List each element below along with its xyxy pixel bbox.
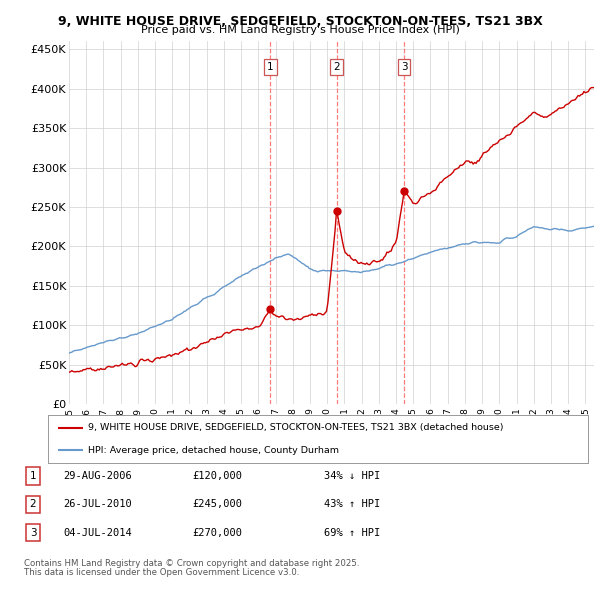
Text: £120,000: £120,000 [192, 471, 242, 481]
Text: 04-JUL-2014: 04-JUL-2014 [63, 528, 132, 537]
Text: 1: 1 [267, 62, 274, 72]
Text: 3: 3 [29, 528, 37, 537]
Text: 2: 2 [29, 500, 37, 509]
Text: Contains HM Land Registry data © Crown copyright and database right 2025.: Contains HM Land Registry data © Crown c… [24, 559, 359, 568]
Text: This data is licensed under the Open Government Licence v3.0.: This data is licensed under the Open Gov… [24, 568, 299, 577]
Text: Price paid vs. HM Land Registry's House Price Index (HPI): Price paid vs. HM Land Registry's House … [140, 25, 460, 35]
Text: 69% ↑ HPI: 69% ↑ HPI [324, 528, 380, 537]
Text: 9, WHITE HOUSE DRIVE, SEDGEFIELD, STOCKTON-ON-TEES, TS21 3BX (detached house): 9, WHITE HOUSE DRIVE, SEDGEFIELD, STOCKT… [89, 424, 504, 432]
Text: 3: 3 [401, 62, 407, 72]
Text: 29-AUG-2006: 29-AUG-2006 [63, 471, 132, 481]
Text: 43% ↑ HPI: 43% ↑ HPI [324, 500, 380, 509]
Text: £245,000: £245,000 [192, 500, 242, 509]
Text: 26-JUL-2010: 26-JUL-2010 [63, 500, 132, 509]
Text: 1: 1 [29, 471, 37, 481]
Text: 34% ↓ HPI: 34% ↓ HPI [324, 471, 380, 481]
Text: HPI: Average price, detached house, County Durham: HPI: Average price, detached house, Coun… [89, 445, 340, 454]
Text: £270,000: £270,000 [192, 528, 242, 537]
Text: 9, WHITE HOUSE DRIVE, SEDGEFIELD, STOCKTON-ON-TEES, TS21 3BX: 9, WHITE HOUSE DRIVE, SEDGEFIELD, STOCKT… [58, 15, 542, 28]
Text: 2: 2 [333, 62, 340, 72]
